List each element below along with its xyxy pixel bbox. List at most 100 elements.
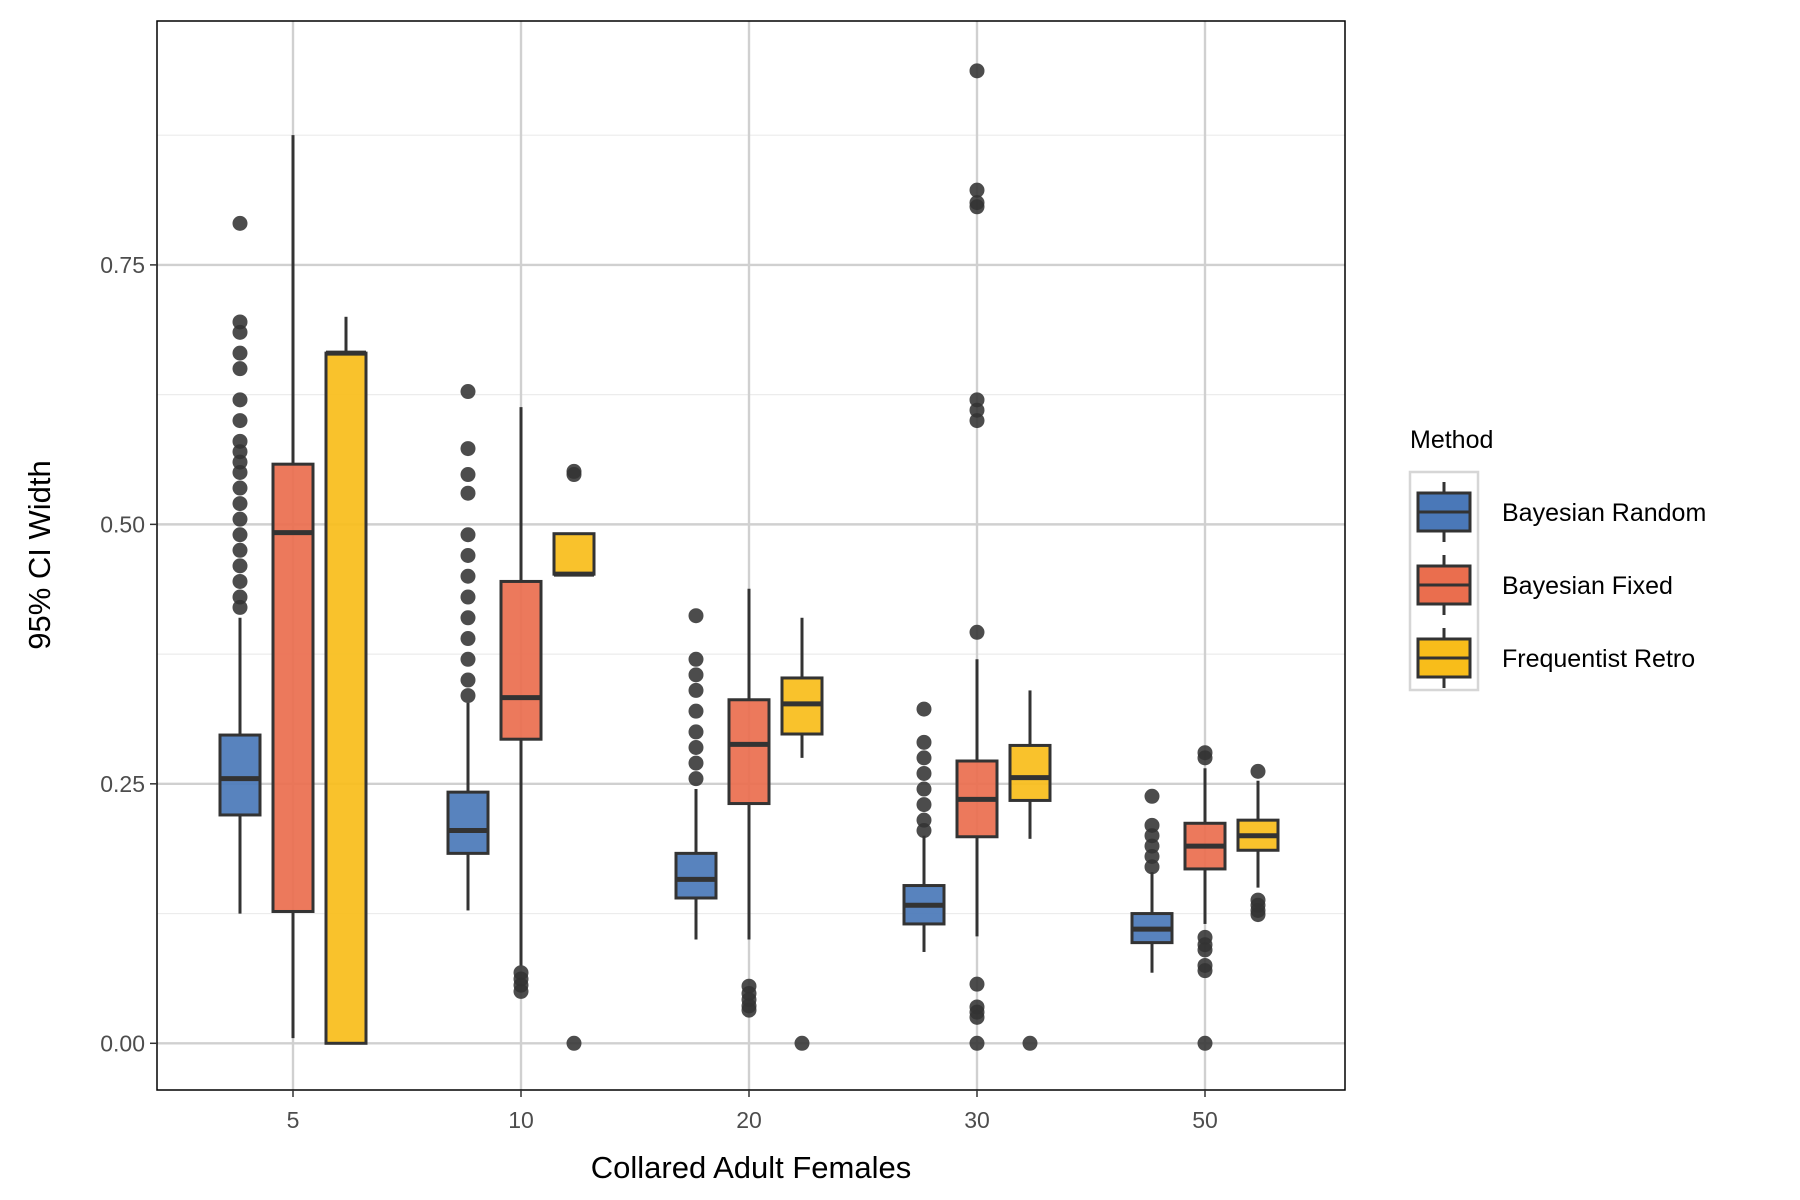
outlier-point bbox=[688, 667, 704, 683]
outlier-point bbox=[460, 485, 476, 501]
outlier-point bbox=[969, 63, 985, 79]
outlier-point bbox=[566, 1035, 582, 1051]
outlier-point bbox=[1197, 942, 1213, 958]
outlier-point bbox=[969, 976, 985, 992]
legend-item-bayesian-fixed: Bayesian Fixed bbox=[1416, 555, 1673, 615]
box-body bbox=[674, 851, 718, 900]
outlier-point bbox=[1250, 763, 1266, 779]
outlier-point bbox=[969, 1009, 985, 1025]
box-5 bbox=[218, 215, 262, 914]
x-tick-label: 50 bbox=[1192, 1107, 1218, 1133]
outlier-point bbox=[688, 608, 704, 624]
outlier-point bbox=[232, 324, 248, 340]
outlier-point bbox=[513, 983, 529, 999]
outlier-point bbox=[1144, 788, 1160, 804]
axes: 0.00 0.25 0.50 0.75 5 10 20 30 50 bbox=[100, 252, 1218, 1133]
outlier-point bbox=[688, 703, 704, 719]
outlier-point bbox=[1197, 750, 1213, 766]
outlier-point bbox=[1022, 1035, 1038, 1051]
outlier-point bbox=[916, 797, 932, 813]
outlier-point bbox=[232, 413, 248, 429]
outlier-point bbox=[969, 1035, 985, 1051]
outlier-point bbox=[232, 215, 248, 231]
outlier-point bbox=[460, 631, 476, 647]
outlier-point bbox=[232, 527, 248, 543]
box-10 bbox=[499, 407, 543, 999]
box-20 bbox=[674, 608, 718, 940]
outlier-point bbox=[916, 701, 932, 717]
box-body bbox=[1008, 743, 1052, 802]
outlier-point bbox=[969, 402, 985, 418]
box-body bbox=[446, 790, 490, 855]
box-10 bbox=[552, 463, 596, 1051]
outlier-point bbox=[460, 441, 476, 457]
outlier-point bbox=[741, 1002, 757, 1018]
outlier-point bbox=[566, 467, 582, 483]
outlier-point bbox=[232, 480, 248, 496]
outlier-point bbox=[1197, 1035, 1213, 1051]
box-10 bbox=[446, 384, 490, 911]
x-tick-label: 5 bbox=[287, 1107, 300, 1133]
outlier-point bbox=[794, 1035, 810, 1051]
outlier-point bbox=[232, 573, 248, 589]
outlier-point bbox=[969, 413, 985, 429]
outlier-point bbox=[232, 314, 248, 330]
legend-title: Method bbox=[1410, 426, 1493, 454]
series-frequentist-retro bbox=[324, 316, 1280, 1051]
box-20 bbox=[727, 588, 771, 1018]
legend-label: Frequentist Retro bbox=[1502, 645, 1695, 673]
outlier-point bbox=[232, 589, 248, 605]
outlier-point bbox=[1144, 817, 1160, 833]
outlier-point bbox=[916, 765, 932, 781]
y-axis-title: 95% CI Width bbox=[22, 460, 57, 650]
box-5 bbox=[271, 135, 315, 1039]
x-tick-label: 30 bbox=[964, 1107, 990, 1133]
box-body bbox=[218, 733, 262, 817]
outlier-point bbox=[460, 384, 476, 400]
outlier-point bbox=[232, 542, 248, 558]
outlier-point bbox=[232, 599, 248, 615]
outlier-point bbox=[1144, 838, 1160, 854]
outlier-point bbox=[232, 444, 248, 460]
outlier-point bbox=[232, 496, 248, 512]
outlier-point bbox=[460, 568, 476, 584]
legend: Method Bayesian Random Bayesian Fixed Freq… bbox=[1408, 426, 1706, 692]
outlier-point bbox=[916, 750, 932, 766]
outlier-point bbox=[232, 392, 248, 408]
outlier-point bbox=[688, 740, 704, 756]
outlier-point bbox=[460, 651, 476, 667]
outlier-point bbox=[232, 558, 248, 574]
series-bayesian-random bbox=[218, 215, 1174, 973]
legend-item-frequentist-retro: Frequentist Retro bbox=[1416, 628, 1695, 688]
y-tick-label: 0.00 bbox=[100, 1030, 145, 1056]
outlier-point bbox=[1144, 828, 1160, 844]
outlier-point bbox=[460, 688, 476, 704]
x-tick-label: 20 bbox=[736, 1107, 762, 1133]
outlier-point bbox=[460, 527, 476, 543]
outlier-point bbox=[916, 812, 932, 828]
box-body bbox=[552, 532, 596, 576]
outlier-point bbox=[916, 734, 932, 750]
x-tick-label: 10 bbox=[508, 1107, 534, 1133]
y-tick-label: 0.25 bbox=[100, 771, 145, 797]
outlier-point bbox=[969, 199, 985, 215]
box-body bbox=[271, 462, 315, 913]
outlier-point bbox=[688, 651, 704, 667]
y-tick-label: 0.75 bbox=[100, 252, 145, 278]
legend-item-bayesian-random: Bayesian Random bbox=[1416, 482, 1706, 542]
box-body bbox=[324, 351, 368, 1045]
outlier-point bbox=[232, 433, 248, 449]
outlier-point bbox=[1197, 963, 1213, 979]
outlier-point bbox=[232, 361, 248, 377]
plot-border bbox=[156, 20, 1346, 1091]
outlier-point bbox=[232, 464, 248, 480]
box-50 bbox=[1183, 745, 1227, 1051]
x-axis-title: Collared Adult Females bbox=[591, 1150, 912, 1185]
y-tick-label: 0.50 bbox=[100, 511, 145, 537]
box-series bbox=[218, 63, 1280, 1051]
outlier-point bbox=[688, 771, 704, 787]
outlier-point bbox=[969, 624, 985, 640]
box-30 bbox=[955, 63, 999, 1051]
legend-label: Bayesian Fixed bbox=[1502, 572, 1673, 600]
